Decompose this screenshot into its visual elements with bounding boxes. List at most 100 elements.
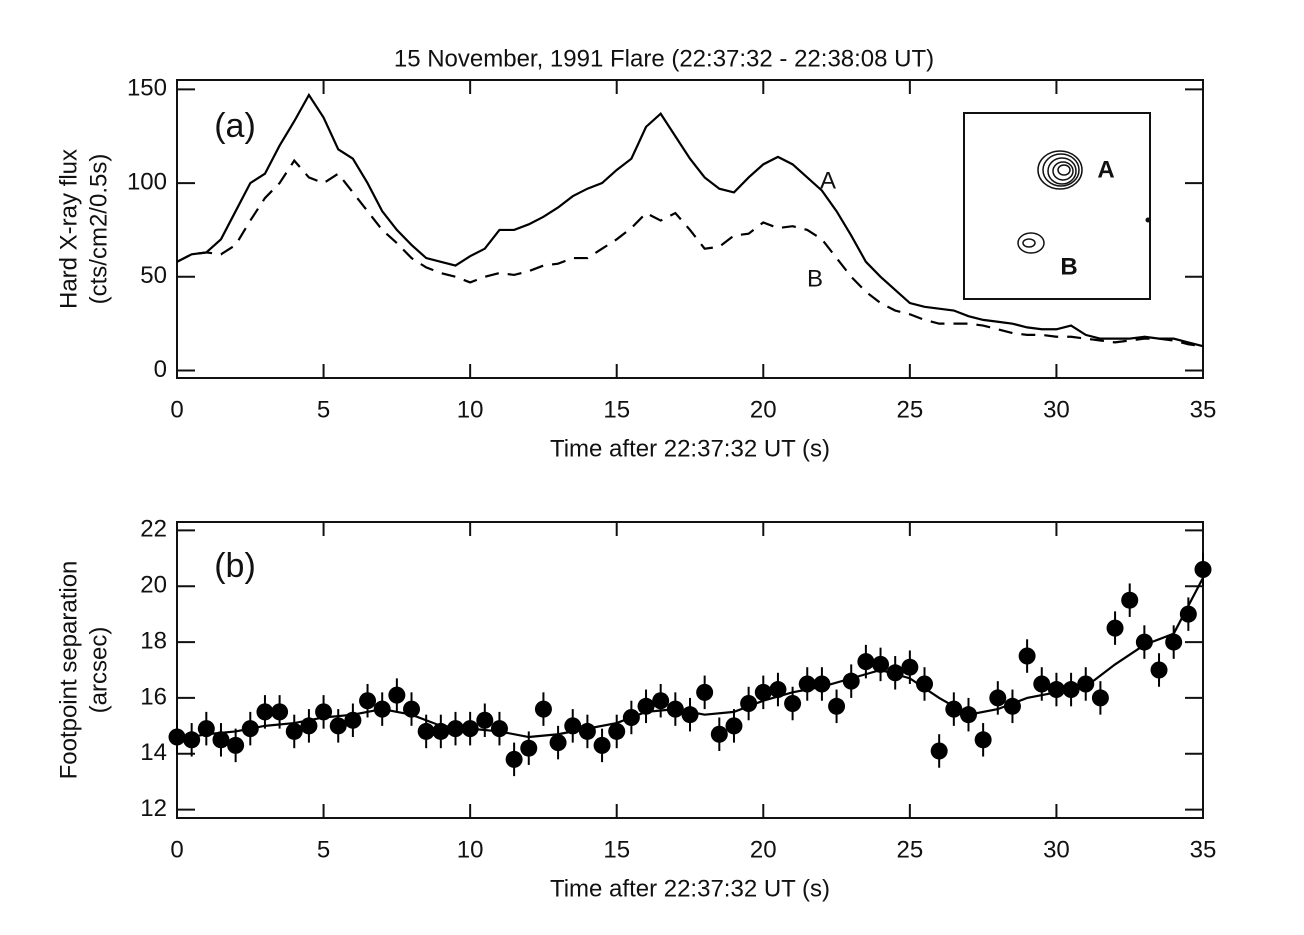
y-tick-label: 18 <box>140 627 167 654</box>
data-point <box>1106 619 1124 637</box>
contour <box>1042 153 1080 187</box>
inset: A B <box>963 112 1151 300</box>
x-tick-label: 10 <box>457 836 484 863</box>
data-point <box>593 736 611 754</box>
x-tick-label: 5 <box>317 396 330 423</box>
data-point <box>901 658 919 676</box>
inset-label: A <box>1097 156 1114 183</box>
x-tick-label: 15 <box>603 836 630 863</box>
data-point <box>285 722 303 740</box>
data-point <box>1135 633 1153 651</box>
data-point <box>1033 675 1051 693</box>
data-line <box>176 92 1204 348</box>
data-point <box>359 692 377 710</box>
x-axis-label: Time after 22:37:32 UT (s) <box>550 875 830 902</box>
y-tick-label: 0 <box>154 356 167 383</box>
inset-frame <box>963 112 1151 300</box>
data-point <box>1194 560 1212 578</box>
data-point <box>578 722 596 740</box>
data-point <box>784 695 802 713</box>
x-tick-label: 25 <box>897 836 924 863</box>
data-point <box>1150 661 1168 679</box>
data-point <box>1077 675 1095 693</box>
data-point <box>227 736 245 754</box>
annotation: (b) <box>214 547 256 585</box>
y-tick-label: 50 <box>140 262 167 289</box>
data-point <box>520 739 538 757</box>
contour <box>1057 164 1071 176</box>
x-tick-label: 5 <box>317 836 330 863</box>
data-point <box>476 711 494 729</box>
x-tick-label: 20 <box>750 396 777 423</box>
plot-frame <box>176 521 1204 819</box>
figure-title: 15 November, 1991 Flare (22:37:32 - 22:3… <box>394 45 934 72</box>
data-point <box>725 717 743 735</box>
data-point <box>916 675 934 693</box>
data-point <box>828 697 846 715</box>
data-point <box>857 653 875 671</box>
data-point <box>388 686 406 704</box>
y-tick-label: 22 <box>140 516 167 543</box>
x-tick-label: 10 <box>457 396 484 423</box>
inset-dot <box>1145 217 1151 223</box>
data-point <box>256 703 274 721</box>
x-tick-label: 35 <box>1190 836 1217 863</box>
plot-frame <box>176 79 1204 379</box>
data-point <box>212 731 230 749</box>
contour <box>1022 238 1036 248</box>
data-point <box>652 692 670 710</box>
contour <box>1037 150 1083 190</box>
data-point <box>1091 689 1109 707</box>
data-point <box>1047 681 1065 699</box>
y-axis-label: (cts/cm2/0.5s) <box>85 154 112 305</box>
inset-contours <box>1017 150 1083 254</box>
y-tick-label: 20 <box>140 572 167 599</box>
x-axis-label: Time after 22:37:32 UT (s) <box>550 435 830 462</box>
data-point <box>1179 605 1197 623</box>
y-tick-label: 14 <box>140 739 167 766</box>
contour <box>1047 157 1077 185</box>
x-tick-label: 30 <box>1043 396 1070 423</box>
data-point <box>1121 591 1139 609</box>
y-axis-label: (arcsec) <box>85 627 112 714</box>
data-point <box>183 731 201 749</box>
data-point <box>446 720 464 738</box>
data-point <box>608 722 626 740</box>
data-line <box>176 577 1204 741</box>
x-tick-label: 15 <box>603 396 630 423</box>
data-line <box>176 158 1204 348</box>
data-point <box>974 731 992 749</box>
y-tick-label: 100 <box>127 168 167 195</box>
annotation: B <box>807 265 823 292</box>
data-point <box>490 720 508 738</box>
data-point <box>989 689 1007 707</box>
contour <box>1052 161 1074 181</box>
y-tick-label: 16 <box>140 683 167 710</box>
data-point <box>1165 633 1183 651</box>
annotation: A <box>820 167 836 194</box>
y-axis-label: Footpoint separation <box>55 561 82 780</box>
contour <box>1017 232 1045 254</box>
data-point <box>710 725 728 743</box>
data-point <box>754 683 772 701</box>
data-point <box>886 664 904 682</box>
x-tick-label: 20 <box>750 836 777 863</box>
data-point <box>872 655 890 673</box>
data-point <box>681 706 699 724</box>
annotation: (a) <box>214 107 256 145</box>
data-point <box>696 683 714 701</box>
x-tick-label: 0 <box>170 396 183 423</box>
x-tick-label: 0 <box>170 836 183 863</box>
x-tick-label: 25 <box>897 396 924 423</box>
data-point <box>168 728 186 746</box>
data-point <box>417 722 435 740</box>
data-point <box>534 700 552 718</box>
y-tick-label: 150 <box>127 75 167 102</box>
data-point <box>1018 647 1036 665</box>
inset-label: B <box>1060 253 1077 280</box>
data-point <box>505 750 523 768</box>
y-axis-label: Hard X-ray flux <box>55 149 82 309</box>
data-point <box>549 734 567 752</box>
